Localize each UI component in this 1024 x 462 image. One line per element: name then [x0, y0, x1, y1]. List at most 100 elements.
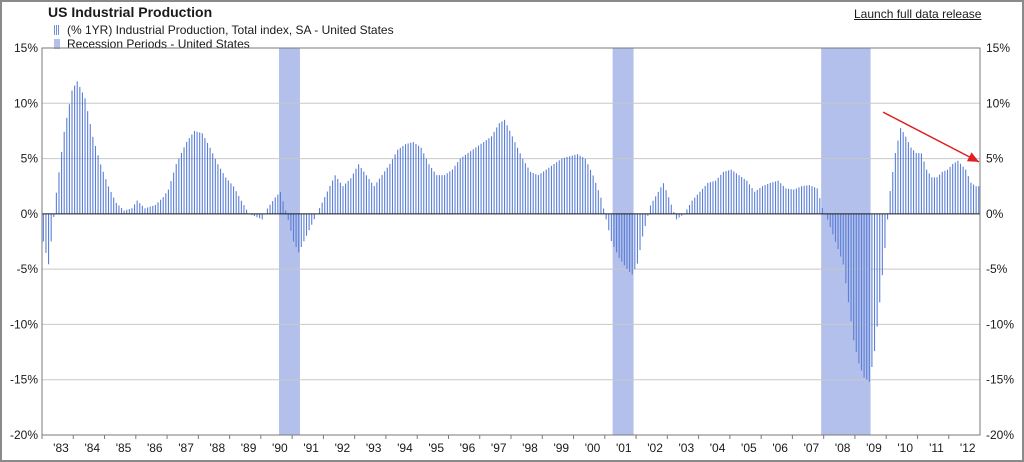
data-bar — [136, 200, 138, 214]
data-bar — [76, 81, 78, 214]
data-bar — [386, 167, 388, 214]
data-bar — [866, 213, 868, 380]
data-bar — [517, 147, 519, 214]
data-bar — [670, 204, 672, 214]
data-bar — [907, 142, 909, 214]
y-tick-label-right: -20% — [986, 428, 1014, 442]
y-tick-label-left: -10% — [10, 317, 38, 331]
data-bar — [681, 213, 683, 216]
data-bar — [477, 145, 480, 214]
y-tick-label-right: 0% — [986, 207, 1004, 221]
data-bar — [446, 173, 448, 214]
data-bar — [55, 192, 57, 214]
data-bar — [292, 213, 295, 242]
data-bar — [923, 161, 925, 214]
data-bar — [381, 175, 383, 214]
data-bar — [613, 213, 615, 247]
data-bar — [133, 204, 136, 214]
data-bar — [678, 213, 680, 218]
data-bar — [652, 200, 654, 214]
data-bar — [358, 164, 360, 214]
data-bar — [418, 145, 420, 214]
data-bar — [397, 149, 399, 214]
data-bar — [941, 171, 943, 214]
x-tick-label: '02 — [647, 441, 663, 455]
data-bar — [751, 188, 753, 214]
data-bar — [53, 213, 55, 218]
data-bar — [329, 185, 331, 214]
data-bar — [876, 213, 878, 327]
x-tick-label: '10 — [897, 441, 913, 455]
data-bar — [709, 182, 711, 214]
data-bar — [389, 163, 391, 214]
data-bar — [540, 173, 542, 214]
data-bar — [102, 171, 104, 214]
data-bar — [509, 130, 511, 214]
data-bar — [58, 172, 60, 214]
data-bar — [926, 169, 928, 214]
data-bar — [240, 200, 242, 214]
data-bar — [441, 175, 443, 214]
data-bar — [131, 208, 133, 214]
data-bar — [404, 144, 407, 214]
data-bar — [243, 205, 245, 214]
data-bar — [279, 192, 282, 214]
data-bar — [376, 182, 378, 214]
x-tick-label: '06 — [772, 441, 788, 455]
data-bar — [931, 177, 933, 214]
x-tick-label: '98 — [522, 441, 538, 455]
data-bar — [324, 197, 326, 214]
data-bar — [798, 187, 800, 214]
data-bar — [772, 182, 774, 214]
data-bar — [449, 171, 451, 214]
data-bar — [569, 156, 571, 214]
x-tick-label: '86 — [147, 441, 163, 455]
data-bar — [50, 213, 52, 242]
data-bar — [561, 158, 563, 214]
launch-full-data-release-link[interactable]: Launch full data release — [854, 7, 982, 21]
data-bar — [767, 184, 769, 214]
data-bar — [300, 213, 302, 248]
data-bar — [545, 169, 547, 214]
data-bar — [621, 213, 623, 262]
data-bar — [673, 212, 675, 214]
data-bar — [433, 171, 435, 214]
data-bar — [61, 152, 63, 214]
y-tick-label-right: 5% — [986, 152, 1004, 166]
data-bar — [873, 213, 876, 352]
data-bar — [897, 140, 899, 214]
x-tick-label: '05 — [741, 441, 757, 455]
data-bar — [720, 174, 722, 214]
data-bar — [668, 197, 670, 214]
annotation-arrowhead-icon — [966, 152, 979, 162]
data-bar — [816, 188, 818, 214]
data-bar — [120, 208, 123, 214]
data-bar — [790, 189, 792, 214]
data-bar — [431, 167, 433, 214]
x-tick-label: '85 — [116, 441, 132, 455]
data-bar — [850, 213, 852, 322]
data-bar — [550, 165, 552, 214]
data-bar — [595, 182, 597, 214]
data-bar — [665, 190, 667, 214]
data-bar — [298, 213, 300, 253]
data-bar — [535, 174, 537, 214]
x-tick-label: '84 — [84, 441, 100, 455]
data-bar — [845, 213, 847, 284]
data-bar — [946, 169, 949, 214]
data-bar — [975, 186, 977, 214]
data-bar — [313, 213, 315, 220]
data-bar — [295, 213, 297, 247]
data-bar — [92, 136, 94, 214]
data-bar — [303, 213, 305, 242]
data-bar — [793, 189, 795, 214]
data-bar — [660, 187, 662, 214]
data-bar — [543, 171, 545, 214]
data-bar — [196, 131, 198, 214]
data-bar — [957, 160, 959, 214]
data-bar — [391, 159, 394, 214]
data-bar — [425, 158, 427, 214]
data-bar — [444, 175, 446, 214]
data-bar — [571, 155, 573, 214]
data-bar — [746, 180, 748, 214]
